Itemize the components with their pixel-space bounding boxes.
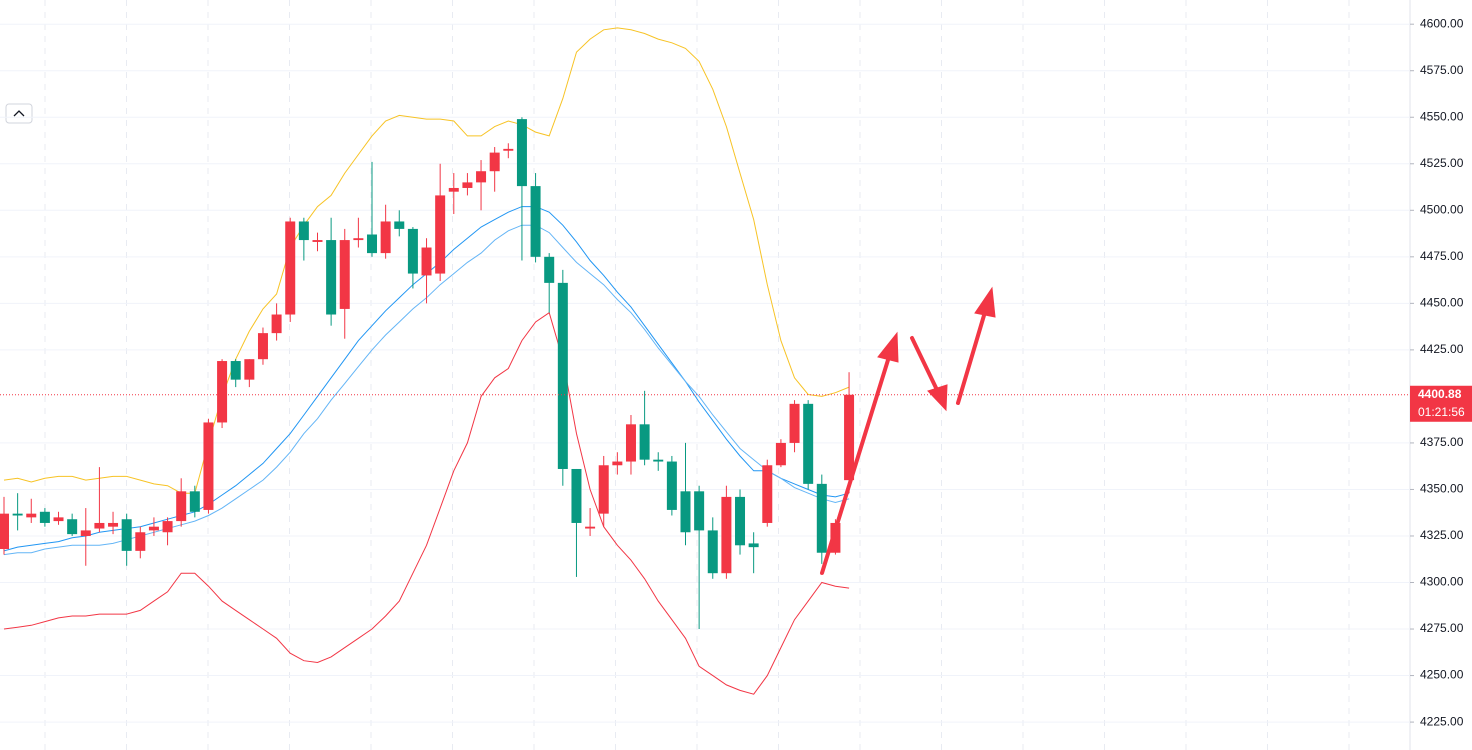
y-tick-label: 4425.00 — [1420, 342, 1464, 356]
candle-body — [666, 461, 677, 510]
last-price-badge — [1410, 385, 1472, 422]
candle-body — [721, 496, 732, 574]
candle-body — [503, 148, 514, 151]
y-tick-label: 4225.00 — [1420, 714, 1464, 728]
band-line — [3, 311, 850, 695]
candle-body — [421, 247, 432, 276]
y-tick-label: 4275.00 — [1420, 621, 1464, 635]
candle-body — [516, 119, 527, 187]
candle-body — [257, 333, 268, 360]
candle-body — [707, 530, 718, 574]
arrow-shaft — [910, 336, 940, 394]
candle-body — [94, 522, 105, 529]
candle-body — [298, 221, 309, 241]
candle-body — [748, 543, 759, 548]
y-tick-label: 4300.00 — [1420, 575, 1464, 589]
candle-body — [244, 359, 255, 380]
candle-body — [0, 513, 9, 550]
y-tick-label: 4350.00 — [1420, 482, 1464, 496]
candle-body — [353, 238, 364, 241]
arrow-head — [974, 286, 996, 318]
y-tick-label: 4475.00 — [1420, 249, 1464, 263]
collapse-button[interactable] — [5, 103, 33, 124]
y-tick-label: 4450.00 — [1420, 296, 1464, 310]
candle-body — [39, 511, 50, 523]
candle-body — [108, 522, 119, 527]
last-price-label: 4400.88 — [1418, 387, 1462, 401]
candle-body — [462, 182, 473, 188]
candle-body — [162, 521, 173, 533]
countdown-label: 01:21:56 — [1418, 405, 1465, 419]
candle-body — [816, 483, 827, 553]
candle-body — [67, 519, 78, 535]
y-tick-label: 4600.00 — [1420, 16, 1464, 30]
candle-body — [448, 187, 459, 192]
candle-body — [271, 314, 282, 334]
candle-body — [230, 361, 241, 380]
candle-body — [189, 491, 200, 512]
candle-body — [217, 361, 228, 423]
y-tick-label: 4375.00 — [1420, 435, 1464, 449]
annotation-arrows — [820, 286, 996, 575]
arrow-head — [877, 331, 899, 363]
candle-body — [789, 403, 800, 443]
candle-body — [148, 526, 159, 531]
candle-body — [203, 422, 214, 510]
candle-body — [53, 517, 64, 522]
arrow-shaft — [956, 310, 987, 405]
band-line — [3, 27, 850, 494]
y-tick-label: 4525.00 — [1420, 156, 1464, 170]
candle-body — [653, 459, 664, 462]
candle-body — [625, 424, 636, 462]
candle-body — [530, 186, 541, 257]
candle-body — [598, 465, 609, 514]
candle-body — [26, 513, 37, 518]
candle-body — [285, 221, 296, 315]
candle-body — [775, 442, 786, 466]
candle-body — [407, 228, 418, 274]
candle-body — [489, 152, 500, 172]
candle-body — [339, 240, 350, 309]
candle-body — [612, 461, 623, 466]
candle-body — [557, 282, 568, 469]
y-tick-label: 4250.00 — [1420, 668, 1464, 682]
candle-body — [694, 491, 705, 531]
candle-body — [830, 522, 841, 553]
candle-body — [735, 496, 746, 546]
arrow-shaft — [820, 358, 890, 575]
candle-body — [844, 394, 855, 481]
candle-body — [803, 403, 814, 484]
candle-body — [367, 234, 378, 254]
candle-body — [380, 221, 391, 254]
candle-body — [585, 526, 596, 529]
candle-body — [312, 240, 323, 242]
candle-body — [435, 195, 446, 274]
candle-body — [12, 513, 23, 516]
y-tick-label: 4500.00 — [1420, 202, 1464, 216]
candle-body — [571, 468, 582, 523]
candle-body — [680, 491, 691, 533]
arrow-head — [927, 384, 948, 412]
candle-body — [121, 519, 132, 551]
candle-body — [326, 240, 337, 315]
y-tick-label: 4575.00 — [1420, 63, 1464, 77]
collapse-button-box[interactable] — [5, 103, 33, 124]
candle-body — [394, 221, 405, 229]
candle-body — [762, 465, 773, 523]
candle-body — [176, 491, 187, 522]
collapse-icon — [13, 110, 25, 117]
candle-body — [80, 530, 91, 536]
candle-body — [639, 424, 650, 460]
candle-body — [476, 171, 487, 183]
candle-body — [544, 256, 555, 283]
candle-body — [135, 532, 146, 551]
y-tick-label: 4325.00 — [1420, 528, 1464, 542]
y-tick-label: 4550.00 — [1420, 109, 1464, 123]
